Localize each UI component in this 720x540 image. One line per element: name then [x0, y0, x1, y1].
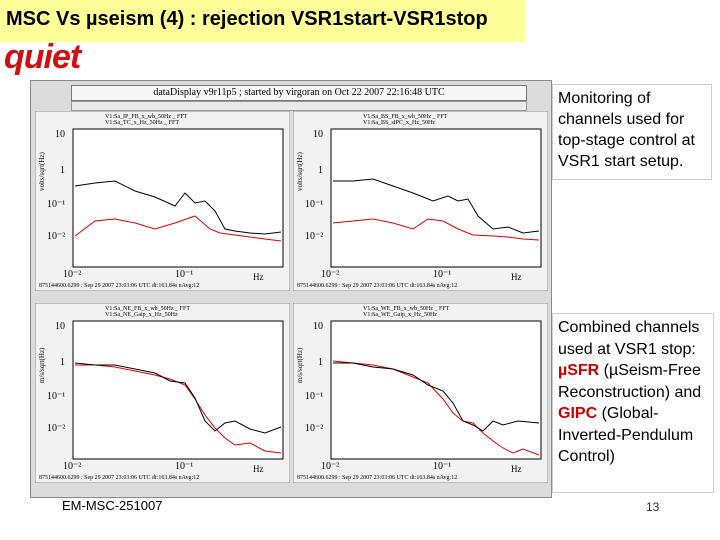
plot-panel-2: V1:Sa_BS_FB_x_wb_50Hz _ FFT V1:Sa_BS_sIP… — [293, 111, 548, 291]
ylabel-4: m/s/sqrt(Hz) — [296, 347, 304, 383]
xtick-1-a: 10⁻² — [63, 269, 82, 280]
plot-frame-1 — [35, 111, 290, 291]
panel-footer-1: 875144600.6299 : Sep 29 2007 23:03:06 UT… — [39, 283, 200, 289]
xunit-2: Hz — [511, 272, 522, 282]
plot-frame-2 — [293, 111, 548, 291]
trace-red-1 — [74, 215, 282, 242]
ytick-3-1: 1 — [60, 357, 65, 368]
xtick-4-a: 10⁻² — [321, 461, 340, 472]
trace-black-1 — [74, 180, 282, 235]
slide-number: 13 — [646, 500, 660, 514]
xunit-4: Hz — [511, 464, 522, 474]
ytick-2-001: 10⁻² — [305, 231, 324, 242]
xtick-2-b: 10⁻¹ — [433, 269, 452, 280]
ytick-1-001: 10⁻² — [47, 231, 66, 242]
legend-3-b: V1:Sa_NE_Gaip_x_Hz_50Hz — [105, 312, 178, 318]
ytick-3-10: 10 — [55, 321, 65, 332]
xtick-3-b: 10⁻¹ — [175, 461, 194, 472]
ytick-2-1: 1 — [318, 165, 323, 176]
plot-panel-4: V1:Sa_WE_FB_x_wb_50Hz _ FFT V1:Sa_WE_Gai… — [293, 303, 548, 483]
ytick-2-01: 10⁻¹ — [305, 199, 324, 210]
ylabel-2: volts/sqrt(Hz) — [296, 152, 304, 191]
trace-red-2 — [332, 218, 540, 241]
slide-title: MSC Vs µseism (4) : rejection VSR1start-… — [6, 8, 488, 30]
note-stop-setup: Combined channels used at VSR1 stop: µSF… — [552, 313, 714, 493]
trace-red-4 — [332, 360, 540, 456]
quiet-badge: quiet — [4, 38, 81, 76]
plot-frame-3 — [35, 303, 290, 483]
note-start-setup: Monitoring of channels used for top-stag… — [552, 84, 712, 180]
ytick-1-01: 10⁻¹ — [47, 199, 66, 210]
trace-black-3 — [74, 362, 282, 434]
ytick-4-001: 10⁻² — [305, 423, 324, 434]
xunit-1: Hz — [253, 272, 264, 282]
plot-frame-4 — [293, 303, 548, 483]
ytick-2-10: 10 — [313, 129, 323, 140]
title-bar — [0, 0, 525, 42]
panel-footer-2: 875144600.6299 : Sep 29 2007 23:03:06 UT… — [297, 283, 458, 289]
legend-2-a: V1:Sa_BS_FB_x_wb_50Hz _ FFT — [363, 114, 448, 120]
panel-footer-3: 875144600.6299 : Sep 29 2007 23:03:06 UT… — [39, 475, 200, 481]
plot-panel-3: V1:Sa_NE_FB_x_wb_50Hz _ FFT V1:Sa_NE_Gai… — [35, 303, 290, 483]
plot-panel-1: V1:Sa_IP_FB_x_wb_50Hz _ FFT V1:Sa_TC_x_H… — [35, 111, 290, 291]
ytick-3-001: 10⁻² — [47, 423, 66, 434]
ytick-4-10: 10 — [313, 321, 323, 332]
ytick-1-10: 10 — [55, 129, 65, 140]
note-gipc-desc: (Global-Inverted-Pendulum Control) — [558, 405, 694, 465]
ytick-1-1: 1 — [60, 165, 65, 176]
ylabel-3: m/s/sqrt(Hz) — [38, 347, 46, 383]
note-stop-intro: Combined channels used at VSR1 stop: — [558, 319, 700, 358]
legend-2-b: V1:Sa_BS_sIPC_x_Hz_50Hz — [363, 120, 436, 126]
note-gipc-label: GIPC — [558, 405, 598, 422]
xunit-3: Hz — [253, 464, 264, 474]
display-header: dataDisplay v9r11p5 ; started by virgora… — [71, 85, 527, 101]
xtick-4-b: 10⁻¹ — [433, 461, 452, 472]
legend-1-a: V1:Sa_IP_FB_x_wb_50Hz _ FFT — [105, 114, 188, 120]
xtick-3-a: 10⁻² — [63, 461, 82, 472]
trace-black-2 — [333, 178, 540, 234]
ytick-3-01: 10⁻¹ — [47, 391, 66, 402]
trace-black-4 — [333, 362, 540, 432]
xtick-1-b: 10⁻¹ — [175, 269, 194, 280]
footer-label: EM-MSC-251007 — [62, 498, 163, 513]
ytick-4-1: 1 — [318, 357, 323, 368]
legend-4-b: V1:Sa_WE_Gaip_x_Hz_50Hz — [363, 312, 437, 318]
note-sfr-desc: (µSeism-Free Reconstruction) and — [558, 362, 702, 401]
display-subheader — [71, 101, 527, 111]
legend-3-a: V1:Sa_NE_FB_x_wb_50Hz _ FFT — [105, 306, 191, 312]
ylabel-1: volts/sqrt(Hz) — [38, 152, 46, 191]
xtick-2-a: 10⁻² — [321, 269, 340, 280]
legend-4-a: V1:Sa_WE_FB_x_wb_50Hz _ FFT — [363, 306, 450, 312]
ytick-4-01: 10⁻¹ — [305, 391, 324, 402]
note-sfr-label: µSFR — [558, 362, 600, 379]
panel-footer-4: 875144600.6299 : Sep 29 2007 23:03:06 UT… — [297, 475, 458, 481]
data-display-window: dataDisplay v9r11p5 ; started by virgora… — [30, 80, 552, 498]
legend-1-b: V1:Sa_TC_x_Hz_50Hz _ FFT — [105, 120, 179, 126]
